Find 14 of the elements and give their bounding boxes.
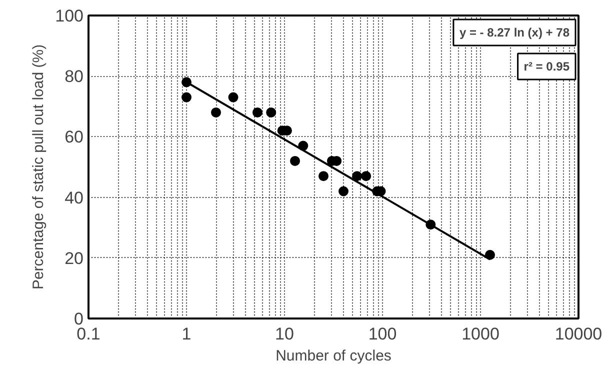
annotation: y = - 8.27 ln (x) + 78 xyxy=(459,26,570,40)
x-tick-label: 1 xyxy=(182,324,192,344)
y-tick-label: 100 xyxy=(55,6,84,26)
x-axis-title: Number of cycles xyxy=(276,348,392,364)
x-tick-label: 10000 xyxy=(554,324,602,344)
x-tick-label: 1000 xyxy=(462,324,500,344)
y-tick-label: 80 xyxy=(64,67,84,86)
y-axis-title: Percentage of static pull out load (%) xyxy=(30,44,48,290)
x-tick-label: 100 xyxy=(368,324,397,344)
y-tick-label: 20 xyxy=(64,248,84,268)
y-tick-label: 60 xyxy=(64,128,84,147)
y-tick-label: 40 xyxy=(64,188,84,208)
x-tick-label: 10 xyxy=(275,324,294,344)
annotation: r² = 0.95 xyxy=(524,60,570,74)
